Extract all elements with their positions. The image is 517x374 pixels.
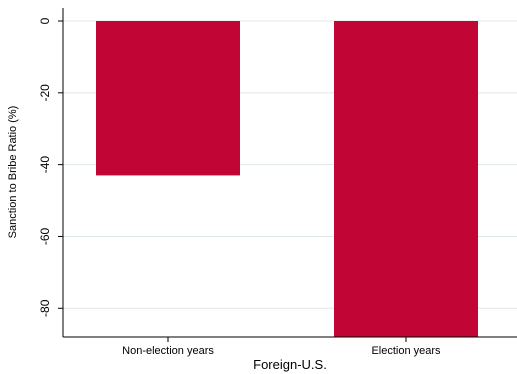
x-tick-label: Non-election years	[122, 345, 214, 357]
y-tick-label: -20	[38, 84, 52, 102]
y-axis-title: Sanction to Bribe Ratio (%)	[7, 106, 19, 239]
y-tick-label: 0	[38, 17, 52, 24]
bar-election-years	[334, 21, 478, 337]
bar-non-election-years	[96, 21, 240, 176]
y-tick-label: -60	[38, 227, 52, 245]
y-ticks: 0 -20 -40 -60 -80	[38, 17, 63, 317]
x-tick-labels: Non-election years Election years	[122, 337, 441, 357]
y-tick-label: -40	[38, 156, 52, 174]
bars	[96, 21, 478, 337]
y-tick-label: -80	[38, 299, 52, 317]
x-tick-label: Election years	[371, 345, 441, 357]
axes	[62, 8, 517, 338]
x-axis-title: Foreign-U.S.	[253, 357, 327, 372]
